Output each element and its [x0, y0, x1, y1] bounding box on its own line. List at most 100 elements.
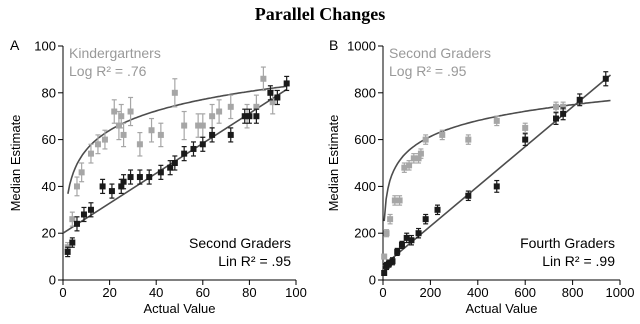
- grey-series-point: [115, 122, 122, 129]
- x-tick-label: 80: [242, 285, 256, 300]
- grey-series-point: [493, 117, 500, 124]
- black-series-point: [560, 110, 567, 117]
- black-series-point: [181, 150, 188, 157]
- x-tick-label: 40: [149, 285, 163, 300]
- black-series-point: [99, 183, 106, 190]
- black-series-point: [403, 234, 410, 241]
- figure-title: Parallel Changes: [254, 4, 386, 24]
- grey-series-point: [465, 136, 472, 143]
- black-series-point: [80, 211, 87, 218]
- fit-label-grey: Log R² = .95: [389, 63, 467, 79]
- y-tick-label: 80: [42, 85, 56, 100]
- y-tick-label: 600: [354, 132, 376, 147]
- grey-series-point: [127, 108, 134, 115]
- black-series-point: [422, 216, 429, 223]
- y-tick-label: 1000: [347, 39, 376, 54]
- grey-series-point: [157, 131, 164, 138]
- grey-series-point: [94, 141, 101, 148]
- black-series-point: [87, 206, 94, 213]
- grey-series-point: [216, 108, 223, 115]
- grey-series-point: [560, 103, 567, 110]
- x-tick-label: 800: [562, 285, 584, 300]
- grey-series-point: [260, 75, 267, 82]
- black-series-point: [398, 241, 405, 248]
- grey-series-point: [269, 99, 276, 106]
- grey-series-point: [148, 127, 155, 134]
- grey-series-point: [522, 124, 529, 131]
- grey-series-point: [78, 169, 85, 176]
- x-tick-label: 400: [467, 285, 489, 300]
- y-tick-label: 800: [354, 85, 376, 100]
- black-series-point: [73, 220, 80, 227]
- black-series-point: [108, 188, 115, 195]
- grey-series-point: [401, 164, 408, 171]
- x-tick-label: 1000: [606, 285, 635, 300]
- fit-label-grey: Log R² = .76: [69, 63, 147, 79]
- grey-series-point: [383, 230, 390, 237]
- grey-series-point: [253, 103, 260, 110]
- black-series-point: [576, 96, 583, 103]
- grey-series-point: [195, 122, 202, 129]
- black-series-point: [394, 248, 401, 255]
- x-axis-label: Actual Value: [143, 301, 215, 316]
- black-series-point: [283, 80, 290, 87]
- series-label-grey: Second Graders: [389, 45, 491, 61]
- grey-series-point: [381, 253, 388, 260]
- series-label-black: Second Graders: [189, 235, 291, 251]
- y-axis-label: Median Estimate: [326, 115, 341, 212]
- grey-series-point: [111, 108, 118, 115]
- grey-series-point: [553, 103, 560, 110]
- grey-series-point: [118, 113, 125, 120]
- black-series-point: [522, 136, 529, 143]
- grey-series-point: [387, 216, 394, 223]
- black-series-point: [553, 115, 560, 122]
- grey-series-point: [391, 197, 398, 204]
- black-series-point: [274, 94, 281, 101]
- black-series-point: [434, 206, 441, 213]
- grey-series-point: [422, 136, 429, 143]
- y-tick-label: 0: [49, 273, 56, 288]
- y-tick-label: 60: [42, 132, 56, 147]
- grey-series-point: [120, 131, 127, 138]
- black-series-point: [465, 192, 472, 199]
- black-series-point: [267, 89, 274, 96]
- black-series-point: [415, 230, 422, 237]
- black-series-point: [381, 269, 388, 276]
- panel-letter: B: [329, 37, 338, 53]
- grey-series-point: [406, 162, 413, 169]
- black-series-point: [64, 248, 71, 255]
- x-tick-label: 0: [59, 285, 66, 300]
- black-series-point: [408, 237, 415, 244]
- black-series-point: [157, 169, 164, 176]
- black-series-point: [136, 174, 143, 181]
- series-label-grey: Kindergartners: [69, 45, 161, 61]
- black-series-point: [69, 239, 76, 246]
- x-tick-label: 600: [514, 285, 536, 300]
- black-series-point: [127, 174, 134, 181]
- y-tick-label: 400: [354, 179, 376, 194]
- black-series-point: [167, 164, 174, 171]
- x-tick-label: 0: [379, 285, 386, 300]
- black-series-point: [199, 141, 206, 148]
- grey-series-point: [73, 183, 80, 190]
- black-series-point: [146, 174, 153, 181]
- series-label-black: Fourth Graders: [520, 235, 615, 251]
- x-tick-label: 60: [196, 285, 210, 300]
- panel-b: 0 200 400 600 800 1000 0 200 400 600 800 1000 Actual…: [326, 37, 634, 316]
- grey-series-point: [410, 155, 417, 162]
- black-series-point: [227, 131, 234, 138]
- fit-label-black: Lin R² = .99: [542, 253, 615, 269]
- grey-series-point: [87, 150, 94, 157]
- panel-a: 0 20 40 60 80 100 0 20 40 60 80 100 Actual Value Medi…: [8, 37, 307, 316]
- grey-series-point: [181, 122, 188, 129]
- black-series-point: [602, 75, 609, 82]
- y-tick-label: 0: [369, 273, 376, 288]
- black-series-point: [493, 183, 500, 190]
- grey-series-point: [227, 103, 234, 110]
- grey-series-point: [136, 141, 143, 148]
- grey-series-point: [396, 197, 403, 204]
- black-series-point: [209, 131, 216, 138]
- black-series-point: [246, 113, 253, 120]
- black-series-point: [385, 260, 392, 267]
- black-series-point: [118, 183, 125, 190]
